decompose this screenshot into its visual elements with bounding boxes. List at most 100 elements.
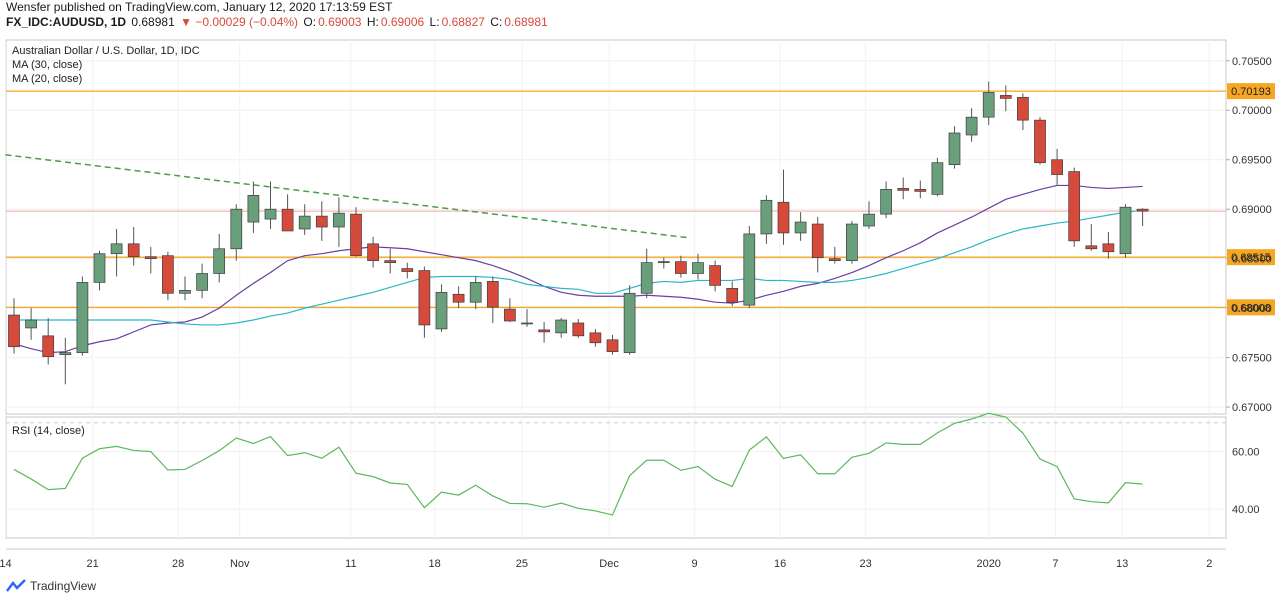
- candle-up[interactable]: [623, 292, 636, 354]
- time-tick-label: 11: [345, 558, 356, 570]
- candle-up[interactable]: [794, 221, 807, 234]
- rsi-pane-border: [5, 416, 1227, 539]
- candle-up[interactable]: [213, 248, 226, 274]
- horizontal-levels[interactable]: 0.70193 0.68515 0.68008: [6, 83, 1275, 316]
- footer-brand: TradingView: [30, 579, 97, 593]
- candle-down[interactable]: [8, 314, 20, 348]
- close-label: C:: [490, 15, 503, 29]
- candle-up[interactable]: [1119, 206, 1132, 255]
- candle-down[interactable]: [418, 270, 431, 326]
- price-tick-label: 0.68000: [1232, 303, 1272, 315]
- candle-up[interactable]: [657, 261, 670, 263]
- candle-down[interactable]: [999, 95, 1012, 99]
- candle-up[interactable]: [965, 116, 978, 136]
- candle-up[interactable]: [93, 253, 106, 283]
- candle-down[interactable]: [914, 189, 927, 192]
- open-value: 0.69003: [318, 15, 362, 29]
- rsi-line[interactable]: [13, 412, 1143, 516]
- candle-up[interactable]: [555, 319, 568, 334]
- close-value: 0.68981: [504, 15, 548, 29]
- time-tick-label: 2: [1206, 558, 1212, 570]
- candle-down[interactable]: [1136, 208, 1149, 212]
- candle-up[interactable]: [264, 208, 277, 220]
- candle-down[interactable]: [675, 261, 687, 274]
- candle-up[interactable]: [110, 243, 123, 255]
- candle-down[interactable]: [42, 335, 55, 357]
- candle-up[interactable]: [521, 322, 533, 325]
- time-tick-label: 25: [516, 558, 528, 570]
- candle-down[interactable]: [367, 243, 379, 261]
- trendline-group[interactable]: [5, 154, 690, 239]
- candle-up[interactable]: [179, 289, 191, 294]
- high-label: H:: [366, 15, 379, 29]
- candle-up[interactable]: [435, 291, 448, 330]
- price-level-label: 0.68515: [1231, 252, 1271, 264]
- price-tick-label: 0.67500: [1232, 353, 1272, 365]
- candle-up[interactable]: [230, 208, 243, 250]
- footer: TradingView: [6, 579, 96, 593]
- candle-up[interactable]: [982, 92, 995, 118]
- candle-up[interactable]: [846, 223, 858, 261]
- time-tick-label: 13: [1116, 558, 1128, 570]
- candle-down[interactable]: [538, 329, 550, 333]
- candle-down[interactable]: [606, 339, 619, 353]
- candle-up[interactable]: [76, 282, 89, 354]
- candle-down[interactable]: [401, 268, 414, 272]
- candle-down[interactable]: [162, 255, 174, 294]
- candle-down[interactable]: [127, 243, 140, 258]
- candle-up[interactable]: [863, 213, 875, 227]
- candle-down[interactable]: [1051, 159, 1063, 175]
- candle-down[interactable]: [452, 293, 465, 303]
- price-axis[interactable]: 0.70500 0.70000 0.69500 0.69000 0.68500 0.680…: [1226, 56, 1272, 516]
- candle-up[interactable]: [760, 199, 773, 235]
- price-tick-label: 0.70500: [1232, 56, 1272, 68]
- candle-up[interactable]: [948, 132, 961, 166]
- time-tick-label: 7: [1052, 558, 1058, 570]
- candle-down[interactable]: [315, 215, 328, 228]
- downtrend-line[interactable]: [5, 154, 690, 239]
- candle-down[interactable]: [350, 213, 362, 257]
- candle-down[interactable]: [828, 258, 841, 261]
- candle-up[interactable]: [59, 352, 72, 355]
- candle-down[interactable]: [777, 201, 790, 234]
- legend-rsi: RSI (14, close): [12, 425, 85, 437]
- candle-down[interactable]: [572, 322, 585, 337]
- candle-up[interactable]: [247, 194, 260, 223]
- time-tick-label: Dec: [599, 558, 619, 570]
- candle-up[interactable]: [25, 319, 37, 329]
- candle-up[interactable]: [743, 233, 756, 306]
- candle-up[interactable]: [469, 282, 482, 303]
- candle-up[interactable]: [692, 262, 704, 274]
- candle-up[interactable]: [931, 162, 944, 195]
- price-chart[interactable]: 0.70193 0.68515 0.68008 0.70500 0.70000 0.69…: [0, 0, 1280, 578]
- candle-down[interactable]: [1102, 243, 1115, 253]
- candle-up[interactable]: [196, 273, 208, 291]
- candle-down[interactable]: [504, 308, 516, 322]
- rsi-tick-label: 40.00: [1232, 504, 1260, 516]
- candle-down[interactable]: [726, 287, 739, 303]
- candle-down[interactable]: [1034, 119, 1046, 164]
- candle-down[interactable]: [281, 208, 294, 232]
- candle-down[interactable]: [384, 260, 397, 263]
- candle-down[interactable]: [1068, 171, 1081, 242]
- candle-down[interactable]: [709, 265, 721, 286]
- candle-down[interactable]: [486, 281, 499, 308]
- grid-lines: [4, 40, 1226, 538]
- candle-up[interactable]: [333, 212, 345, 228]
- candle-down[interactable]: [144, 256, 157, 260]
- candle-up[interactable]: [880, 189, 892, 215]
- candle-down[interactable]: [589, 332, 602, 344]
- price-level-tag: [1227, 249, 1275, 266]
- candle-up[interactable]: [298, 215, 311, 230]
- time-axis[interactable]: 14 21 28 Nov 11 18 25 Dec 9 16 23 2020 7 13 2: [0, 558, 1212, 570]
- candle-up[interactable]: [640, 262, 653, 294]
- candle-down[interactable]: [1085, 245, 1098, 250]
- ma30-line: [13, 184, 1143, 354]
- candles-group[interactable]: [8, 81, 1149, 385]
- candle-down[interactable]: [811, 223, 824, 259]
- candle-down[interactable]: [897, 188, 910, 191]
- main-pane-border: [5, 39, 1227, 415]
- legend-ma20: MA (20, close): [12, 73, 82, 85]
- rsi-pane[interactable]: [6, 412, 1226, 539]
- candle-down[interactable]: [1017, 97, 1029, 121]
